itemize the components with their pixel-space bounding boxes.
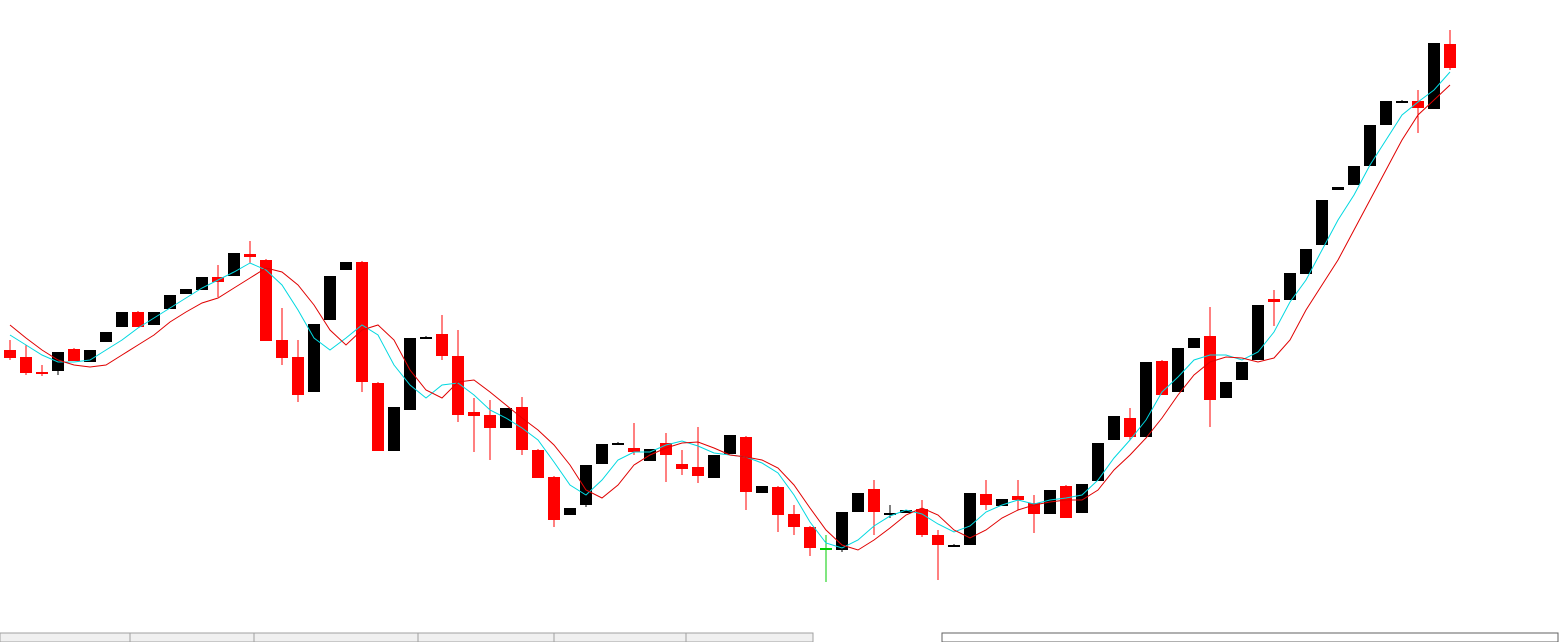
- candle-body: [452, 356, 464, 415]
- candle-body: [900, 510, 912, 513]
- candle-body: [484, 415, 496, 428]
- candle-body: [996, 499, 1008, 506]
- candle-body: [68, 349, 80, 361]
- candle-body: [244, 254, 256, 257]
- bottom-tab-bar: [0, 632, 1559, 642]
- candle-body: [564, 508, 576, 515]
- candle-body: [1156, 361, 1168, 395]
- candle-body: [356, 262, 368, 382]
- candle-body: [164, 295, 176, 309]
- candle-body: [852, 493, 864, 512]
- candle-body: [1428, 43, 1440, 109]
- candle-body: [612, 443, 624, 445]
- status-strip: [941, 632, 1559, 642]
- candle-body: [404, 338, 416, 410]
- candle-body: [1220, 382, 1232, 398]
- candle-body: [1076, 484, 1088, 513]
- candle-body: [308, 324, 320, 392]
- candle-body: [548, 477, 560, 520]
- candle-body: [804, 527, 816, 548]
- candle-body: [468, 412, 480, 416]
- candle-body: [836, 512, 848, 550]
- candle-body: [1380, 101, 1392, 125]
- candle-body: [628, 448, 640, 452]
- candle-body: [1060, 486, 1072, 518]
- candle-body: [132, 312, 144, 327]
- candle-body: [884, 513, 896, 515]
- candle-body: [1012, 496, 1024, 500]
- candle-body: [260, 260, 272, 341]
- candle-body: [820, 548, 832, 550]
- candle-body: [100, 332, 112, 342]
- candle-body: [1092, 443, 1104, 481]
- candle-body: [1300, 249, 1312, 274]
- candle-body: [596, 444, 608, 464]
- candle-body: [1444, 44, 1456, 68]
- candle-body: [740, 437, 752, 492]
- tab-strip: [0, 632, 814, 642]
- candle-body: [1140, 362, 1152, 437]
- candle-body: [1028, 503, 1040, 514]
- candle-body: [1108, 416, 1120, 440]
- candle-body: [1332, 187, 1344, 190]
- candle-body: [1348, 166, 1360, 185]
- candle-body: [324, 276, 336, 320]
- candle-body: [724, 435, 736, 454]
- candle-body: [1124, 418, 1136, 437]
- moving-average-line: [9, 71, 1451, 549]
- candle-body: [276, 340, 288, 358]
- candle-body: [980, 494, 992, 505]
- candle-body: [676, 464, 688, 469]
- candle-body: [1412, 101, 1424, 108]
- candle-body: [1364, 125, 1376, 166]
- candle-body: [756, 486, 768, 493]
- candle-body: [948, 545, 960, 547]
- candle-body: [1172, 348, 1184, 392]
- candle-body: [1268, 299, 1280, 302]
- candle-body: [84, 350, 96, 362]
- candle-body: [1252, 305, 1264, 360]
- moving-average-line: [9, 84, 1451, 551]
- candle-body: [580, 465, 592, 505]
- candle-body: [372, 383, 384, 451]
- candle-body: [532, 450, 544, 478]
- candle-body: [1316, 200, 1328, 245]
- candle-body: [788, 514, 800, 527]
- candle-body: [4, 350, 16, 358]
- candle-body: [932, 535, 944, 545]
- candle-body: [964, 493, 976, 545]
- candle-body: [1188, 338, 1200, 348]
- candle-body: [708, 455, 720, 478]
- candle-body: [1204, 336, 1216, 400]
- candle-body: [1396, 101, 1408, 103]
- candle-body: [116, 312, 128, 327]
- candle-body: [420, 337, 432, 339]
- plot-area: [4, 30, 1456, 582]
- candle-body: [868, 489, 880, 512]
- candle-body: [292, 357, 304, 395]
- candle-body: [772, 487, 784, 515]
- candle-body: [1284, 273, 1296, 300]
- candle-body: [388, 407, 400, 451]
- candle-body: [436, 334, 448, 356]
- candle-body: [180, 289, 192, 294]
- candle-body: [340, 262, 352, 270]
- candle-body: [1236, 362, 1248, 380]
- candle-body: [36, 372, 48, 374]
- candle-body: [20, 357, 32, 373]
- candle-body: [692, 467, 704, 476]
